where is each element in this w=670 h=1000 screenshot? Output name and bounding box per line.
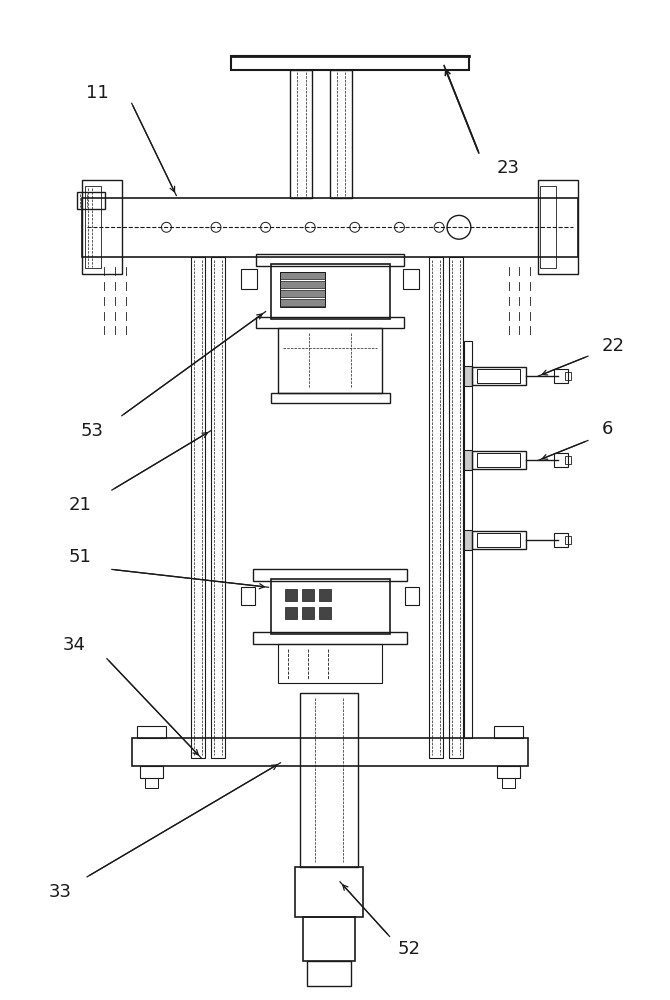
Bar [211, 257, 225, 758]
Bar [464, 450, 472, 470]
Bar [253, 569, 407, 581]
Bar [302, 589, 314, 601]
Bar [565, 536, 571, 544]
Bar [82, 180, 122, 274]
Bar [477, 369, 521, 383]
Text: 21: 21 [69, 496, 92, 514]
Bar [271, 579, 389, 634]
Bar [285, 607, 297, 619]
Bar [464, 341, 472, 738]
Bar [405, 587, 419, 605]
Bar [139, 766, 163, 778]
Bar [253, 632, 407, 644]
Bar [300, 693, 358, 867]
Bar [271, 264, 389, 319]
Text: 6: 6 [602, 420, 614, 438]
Bar [554, 369, 568, 383]
Bar [281, 281, 325, 288]
Bar [77, 192, 105, 209]
Bar [330, 70, 352, 198]
Text: 53: 53 [80, 422, 104, 440]
Bar [554, 453, 568, 467]
Bar [554, 533, 568, 547]
Bar [477, 453, 521, 467]
Bar [565, 372, 571, 380]
Bar [85, 186, 101, 268]
Bar [285, 589, 297, 601]
Bar [403, 269, 419, 289]
Bar [472, 531, 527, 549]
Bar [241, 587, 255, 605]
Bar [256, 317, 405, 328]
Bar [494, 726, 523, 738]
Bar [496, 766, 521, 778]
Bar [449, 257, 463, 758]
Bar [279, 644, 382, 683]
Bar [281, 299, 325, 306]
Bar [231, 56, 469, 70]
Text: 22: 22 [601, 337, 624, 355]
Bar [82, 198, 578, 257]
Bar [429, 257, 443, 758]
Bar [191, 257, 205, 758]
Text: 23: 23 [497, 159, 520, 177]
Bar [464, 530, 472, 550]
Bar [281, 272, 325, 307]
Bar [502, 778, 515, 788]
Text: 52: 52 [398, 940, 421, 958]
Bar [279, 328, 382, 393]
Bar [319, 589, 331, 601]
Bar [565, 456, 571, 464]
Bar [472, 451, 527, 469]
Text: 34: 34 [63, 636, 86, 654]
Bar [137, 726, 166, 738]
Bar [295, 867, 362, 917]
Bar [271, 393, 389, 403]
Text: 51: 51 [69, 548, 92, 566]
Bar [319, 607, 331, 619]
Bar [145, 778, 159, 788]
Text: 11: 11 [86, 84, 109, 102]
Bar [477, 533, 521, 547]
Bar [308, 961, 351, 986]
Bar [132, 738, 529, 766]
Bar [256, 254, 405, 266]
Bar [281, 290, 325, 297]
Bar [304, 917, 355, 961]
Bar [538, 180, 578, 274]
Text: 33: 33 [49, 883, 72, 901]
Bar [540, 186, 556, 268]
Bar [464, 366, 472, 386]
Bar [281, 272, 325, 279]
Bar [241, 269, 257, 289]
Bar [302, 607, 314, 619]
Bar [290, 70, 312, 198]
Bar [472, 367, 527, 385]
